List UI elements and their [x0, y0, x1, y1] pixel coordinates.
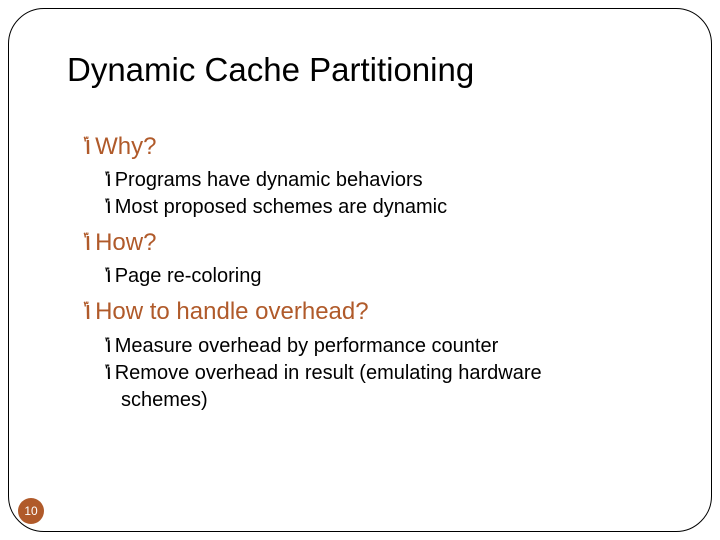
l2-continuation: schemes) [121, 387, 683, 414]
bullet-l2: ݴPage re-coloring [103, 263, 683, 290]
bullet-icon: ݴ [81, 299, 95, 325]
bullet-icon: ݴ [103, 265, 115, 287]
bullet-icon: ݴ [103, 196, 115, 218]
l2-text: Measure overhead by performance counter [115, 335, 499, 357]
bullet-l2: ݴMost proposed schemes are dynamic [103, 194, 683, 221]
bullet-icon: ݴ [103, 169, 115, 191]
page-number: 10 [24, 504, 37, 518]
bullet-l1: ݴWhy? [81, 131, 683, 163]
l1-text: Why? [95, 133, 156, 160]
bullet-icon: ݴ [103, 335, 115, 357]
slide-frame: Dynamic Cache Partitioning ݴWhy? ݴProgra… [8, 8, 712, 532]
l1-text: How? [95, 229, 156, 256]
bullet-icon: ݴ [81, 230, 95, 256]
bullet-icon: ݴ [103, 362, 115, 384]
bullet-l2: ݴPrograms have dynamic behaviors [103, 167, 683, 194]
l2-text: Most proposed schemes are dynamic [115, 196, 447, 218]
bullet-l1: ݴHow to handle overhead? [81, 296, 683, 328]
l2-text: Programs have dynamic behaviors [115, 169, 423, 191]
l2-text: Page re-coloring [115, 265, 262, 287]
l1-text: How to handle overhead? [95, 298, 369, 325]
bullet-icon: ݴ [81, 134, 95, 160]
l2-text: Remove overhead in result (emulating har… [115, 362, 542, 384]
bullet-l1: ݴHow? [81, 227, 683, 259]
slide: Dynamic Cache Partitioning ݴWhy? ݴProgra… [0, 0, 720, 540]
bullet-l2: ݴRemove overhead in result (emulating ha… [103, 360, 683, 387]
page-number-badge: 10 [18, 498, 44, 524]
slide-title: Dynamic Cache Partitioning [67, 51, 683, 89]
bullet-l2: ݴMeasure overhead by performance counter [103, 333, 683, 360]
